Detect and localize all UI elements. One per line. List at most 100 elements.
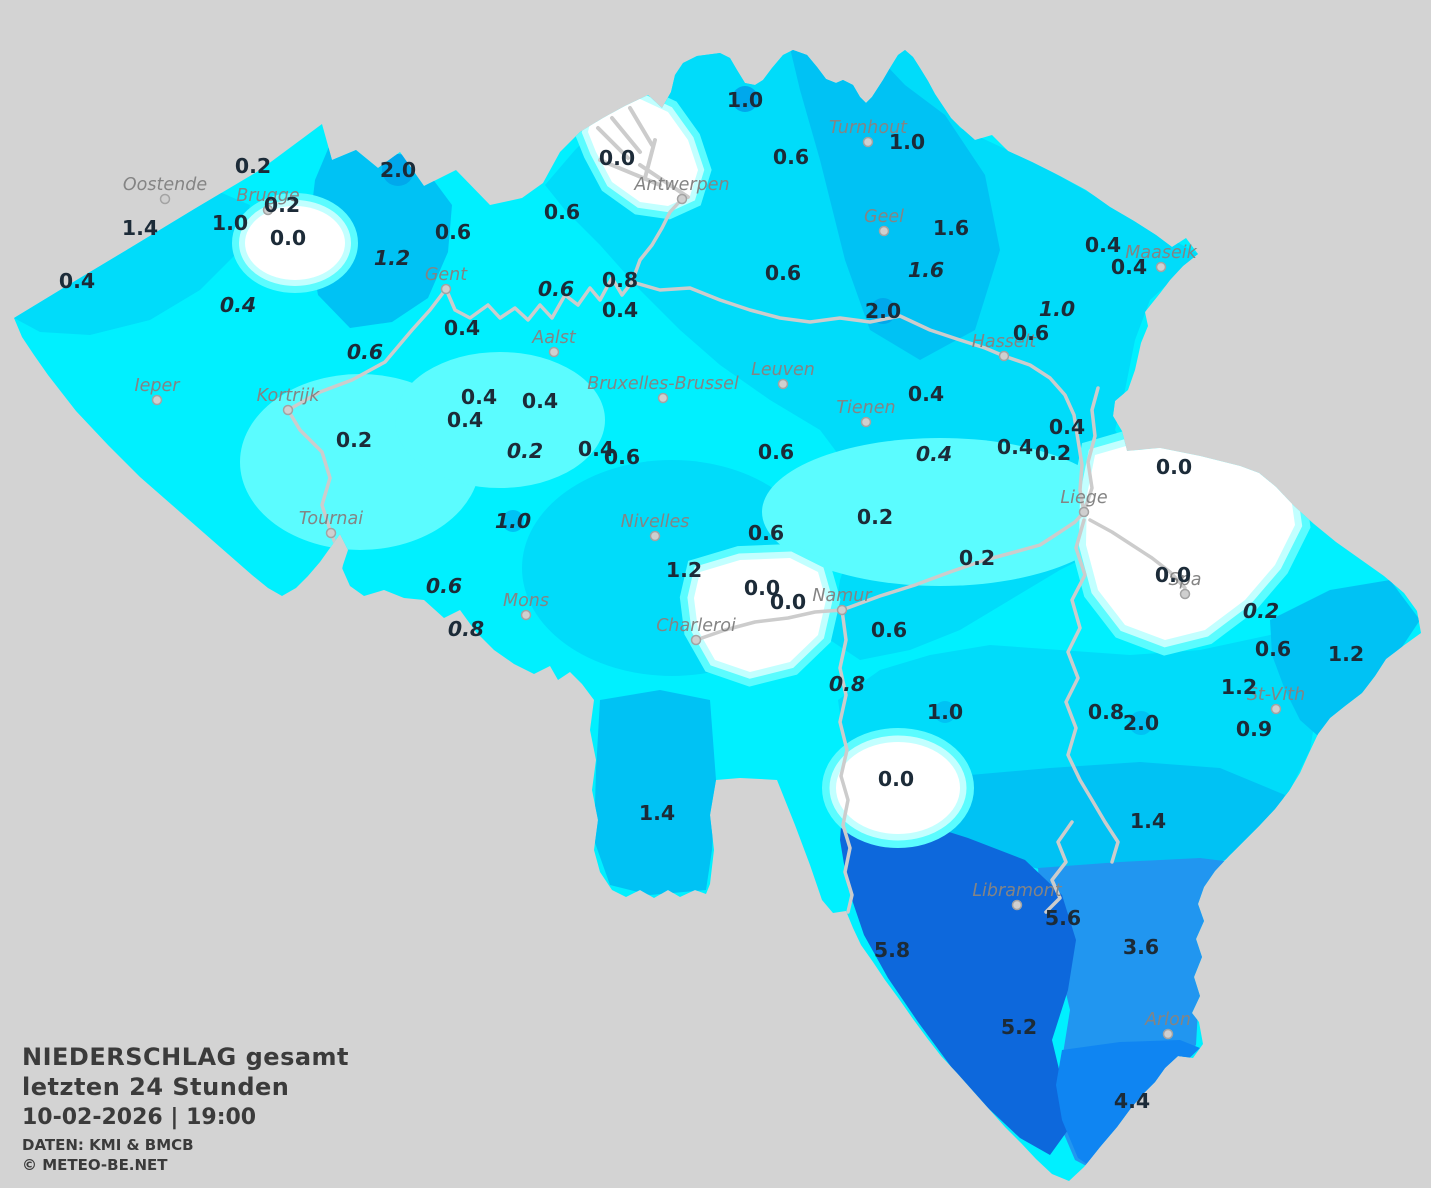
city-label: Arlon — [1144, 1010, 1191, 1030]
city-dot — [676, 193, 688, 205]
zone-coast — [14, 190, 250, 335]
city-label: Leuven — [751, 360, 815, 380]
precipitation-value-label: 0.4 — [220, 293, 256, 317]
precipitation-value-label: 0.6 — [871, 618, 907, 642]
city-marker: Aalst — [531, 328, 577, 358]
zone-brugge-gent-band — [308, 130, 452, 328]
zone-chimay-boot — [594, 690, 716, 895]
city-label: Bruxelles-Brussel — [587, 374, 739, 394]
precipitation-value-label: 1.4 — [122, 216, 158, 240]
city-marker: Mons — [503, 591, 549, 621]
city-marker: Ieper — [135, 376, 182, 406]
precipitation-value-label: 0.6 — [426, 574, 462, 598]
city-label: Antwerpen — [633, 175, 729, 195]
precipitation-value-label: 4.4 — [1114, 1089, 1150, 1113]
precipitation-value-label: 0.6 — [1013, 321, 1049, 345]
precipitation-value-label: 1.6 — [908, 258, 944, 282]
precipitation-value-label: 0.2 — [1243, 599, 1279, 623]
city-label: Turnhout — [829, 118, 908, 138]
precipitation-value-label: 0.4 — [447, 408, 483, 432]
precipitation-value-label: 0.0 — [878, 767, 914, 791]
zone-55 — [840, 800, 1076, 1155]
city-marker: Arlon — [1144, 1010, 1191, 1040]
city-dot — [159, 193, 171, 205]
precipitation-value-label: 0.0 — [1155, 563, 1191, 587]
city-marker: Turnhout — [829, 118, 908, 148]
city-label: Nivelles — [621, 512, 690, 532]
precipitation-value-label: 2.0 — [1123, 711, 1159, 735]
precipitation-value-label: 0.4 — [1085, 233, 1121, 257]
zone-kempen-band — [790, 50, 1000, 360]
city-label: Maaseik — [1125, 243, 1197, 263]
city-marker: Tournai — [299, 509, 363, 539]
city-dot — [282, 404, 294, 416]
precipitation-value-label: 0.4 — [444, 316, 480, 340]
precipitation-value-label: 0.2 — [857, 505, 893, 529]
precipitation-value-label: 0.8 — [448, 617, 484, 641]
precipitation-value-label: 1.0 — [495, 509, 531, 533]
city-dot — [690, 634, 702, 646]
precipitation-value-label: 0.2 — [959, 546, 995, 570]
city-dot — [520, 609, 532, 621]
precipitation-value-label: 0.8 — [1088, 700, 1124, 724]
river-schelde-east — [444, 197, 684, 322]
precipitation-value-label: 0.2 — [1035, 441, 1071, 465]
city-marker: Namur — [812, 586, 873, 616]
precipitation-value-label: 1.2 — [374, 246, 410, 270]
precipitation-value-label: 1.0 — [212, 211, 248, 235]
zero-zone-antwerpen-harbor — [588, 98, 698, 206]
city-label: Aalst — [531, 328, 577, 348]
city-label: Tienen — [836, 398, 895, 418]
precipitation-value-label: 0.2 — [235, 154, 271, 178]
city-marker: Charleroi — [656, 616, 736, 646]
precipitation-value-label: 3.6 — [1123, 935, 1159, 959]
precipitation-value-label: 0.2 — [264, 193, 300, 217]
precipitation-value-label: 0.0 — [270, 226, 306, 250]
precipitation-value-label: 0.0 — [744, 576, 780, 600]
city-label: Kortrijk — [257, 386, 321, 406]
spot-stvith — [1129, 711, 1153, 735]
map-title-line2: letzten 24 Stunden — [22, 1073, 290, 1101]
precipitation-value-label: 0.6 — [748, 521, 784, 545]
precipitation-value-label: 0.6 — [604, 445, 640, 469]
city-marker: Bruxelles-Brussel — [587, 374, 739, 404]
city-label: Libramont — [972, 881, 1062, 901]
precipitation-value-label: 0.6 — [765, 261, 801, 285]
precipitation-value-label: 1.0 — [889, 130, 925, 154]
city-label: Ieper — [135, 376, 182, 396]
map-data-source: DATEN: KMI & BMCB — [22, 1135, 194, 1154]
city-label: Oostende — [123, 175, 207, 195]
city-dot — [151, 394, 163, 406]
precipitation-value-label: 1.0 — [727, 88, 763, 112]
spot-knokke — [382, 154, 414, 186]
city-marker: Gent — [425, 265, 468, 295]
precipitation-value-label: 0.2 — [336, 428, 372, 452]
city-dot — [862, 136, 874, 148]
city-marker: Liege — [1060, 488, 1108, 518]
city-markers-layer: Oostende Brugge Antwerpen Turnhout Geel Maase… — [123, 118, 1305, 1040]
river-sambre-meuse — [694, 510, 1086, 642]
precipitation-value-label: 2.0 — [380, 158, 416, 182]
precipitation-value-label: 0.8 — [602, 268, 638, 292]
precipitation-value-label: 0.8 — [829, 672, 865, 696]
city-dot — [649, 530, 661, 542]
precipitation-value-label: 0.4 — [602, 298, 638, 322]
city-label: Liege — [1060, 488, 1107, 508]
canal-albert — [630, 280, 1086, 514]
precipitation-value-label: 0.0 — [599, 146, 635, 170]
city-marker: Nivelles — [621, 512, 690, 542]
city-dot — [1011, 899, 1023, 911]
precipitation-value-label: 0.4 — [908, 382, 944, 406]
city-label: St-Vith — [1247, 685, 1305, 705]
spot-famenne — [934, 701, 956, 723]
spot-nivelles — [502, 510, 524, 532]
precipitation-value-label: 1.2 — [666, 558, 702, 582]
city-label: Brugge — [236, 186, 299, 206]
city-dot — [1162, 1028, 1174, 1040]
precipitation-value-label: 1.4 — [1130, 809, 1166, 833]
map-title-datetime: 10-02-2026 | 19:00 — [22, 1105, 257, 1130]
city-dot — [1270, 703, 1282, 715]
precipitation-value-label: 1.4 — [639, 801, 675, 825]
precipitation-value-label: 0.6 — [1255, 637, 1291, 661]
